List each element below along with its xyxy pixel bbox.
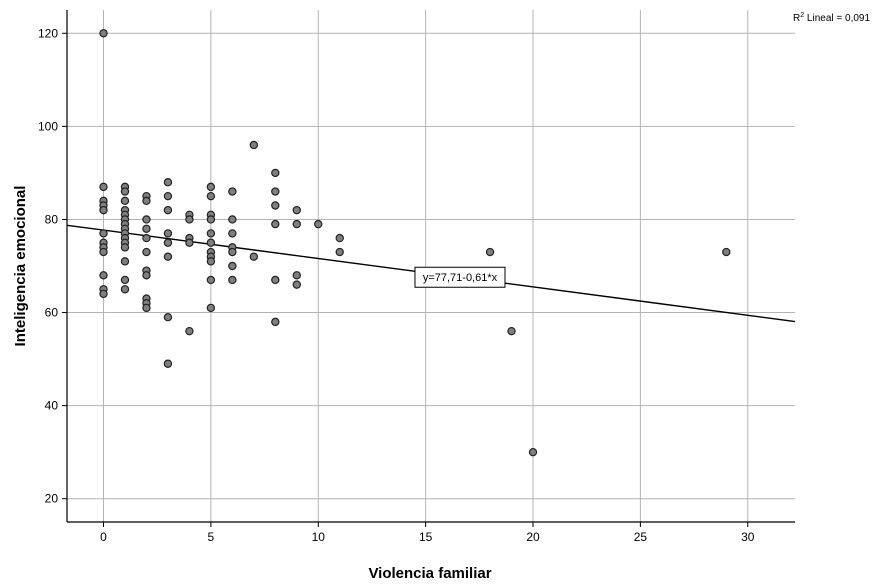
data-point xyxy=(228,247,237,257)
data-point xyxy=(99,182,108,192)
data-point xyxy=(206,257,216,266)
data-point xyxy=(335,247,344,257)
data-point xyxy=(292,205,301,215)
x-tick-label: 5 xyxy=(208,530,215,544)
fit-line-group: y=77,71-0,61*x xyxy=(66,224,796,323)
data-point xyxy=(292,219,301,229)
x-tick-label: 20 xyxy=(526,530,540,544)
data-point xyxy=(722,247,731,257)
data-point xyxy=(99,271,108,280)
data-point xyxy=(271,317,280,327)
data-point xyxy=(185,215,194,224)
data-point xyxy=(249,140,259,150)
data-point xyxy=(228,275,237,285)
y-axis-title: Inteligencia emocional xyxy=(12,186,29,347)
x-axis-title: Violencia familiar xyxy=(368,565,491,582)
data-point xyxy=(228,229,237,238)
data-points xyxy=(99,29,731,457)
data-point xyxy=(142,224,151,233)
data-point xyxy=(485,247,495,257)
y-tick-label: 100 xyxy=(38,119,58,133)
data-point xyxy=(99,247,108,257)
data-point xyxy=(206,182,216,192)
data-point xyxy=(271,219,280,229)
data-point xyxy=(314,219,323,229)
y-tick-label: 40 xyxy=(45,399,59,413)
data-point xyxy=(163,191,173,201)
x-tick-label: 25 xyxy=(634,530,648,544)
equation-label-box xyxy=(414,266,506,288)
data-point xyxy=(142,215,151,224)
data-point xyxy=(292,271,301,280)
y-tick-label: 120 xyxy=(38,26,58,40)
data-point xyxy=(185,238,194,247)
data-point xyxy=(206,229,216,238)
r2-label-text: Lineal = 0,091 xyxy=(804,13,870,24)
grid-lines xyxy=(67,10,795,522)
data-point xyxy=(249,252,259,261)
data-point xyxy=(120,196,130,206)
data-point xyxy=(142,247,151,257)
data-point xyxy=(120,285,130,294)
data-point xyxy=(185,326,194,336)
data-point xyxy=(142,196,151,206)
data-point xyxy=(120,243,130,252)
data-point xyxy=(528,447,538,457)
data-point xyxy=(507,326,516,336)
data-point xyxy=(335,233,344,243)
data-point xyxy=(228,187,237,196)
data-point xyxy=(142,233,151,243)
chart-labels: Violencia familiar Inteligencia emociona… xyxy=(12,12,870,582)
data-point xyxy=(271,187,280,196)
data-point xyxy=(292,280,301,289)
data-point xyxy=(206,191,216,201)
y-tick-label: 80 xyxy=(45,212,59,226)
r2-label-prefix: R xyxy=(793,13,800,24)
data-point xyxy=(271,168,280,178)
x-tick-label: 15 xyxy=(419,530,433,544)
tick-labels: 0 5 10 15 20 25 30 20 40 60 80 100 120 xyxy=(38,26,755,544)
x-tick-label: 10 xyxy=(312,530,326,544)
x-tick-label: 30 xyxy=(741,530,755,544)
data-point xyxy=(163,229,173,238)
r2-label: R2 Lineal = 0,091 xyxy=(793,12,870,24)
equation-label: y=77,71-0,61*x xyxy=(423,272,498,284)
data-point xyxy=(99,289,108,299)
x-tick-label: 0 xyxy=(100,530,107,544)
data-point xyxy=(163,252,173,261)
r2-label-sup: 2 xyxy=(800,12,804,19)
data-point xyxy=(142,271,151,280)
data-point xyxy=(163,205,173,215)
data-point xyxy=(163,238,173,247)
data-point xyxy=(99,29,108,38)
data-point xyxy=(271,201,280,210)
data-point xyxy=(206,238,216,247)
data-point xyxy=(206,303,216,313)
data-point xyxy=(163,178,173,187)
axes xyxy=(62,10,795,527)
data-point xyxy=(142,303,151,313)
data-point xyxy=(163,359,173,368)
data-point xyxy=(206,275,216,285)
y-tick-label: 60 xyxy=(45,306,59,320)
data-point xyxy=(99,205,108,215)
y-tick-label: 20 xyxy=(45,492,59,506)
data-point xyxy=(228,261,237,271)
data-point xyxy=(120,187,130,196)
data-point xyxy=(99,229,108,238)
data-point xyxy=(163,313,173,322)
data-point xyxy=(271,275,280,285)
data-point xyxy=(228,215,237,224)
data-point xyxy=(120,275,130,285)
data-point xyxy=(120,257,130,266)
data-point xyxy=(206,215,216,224)
